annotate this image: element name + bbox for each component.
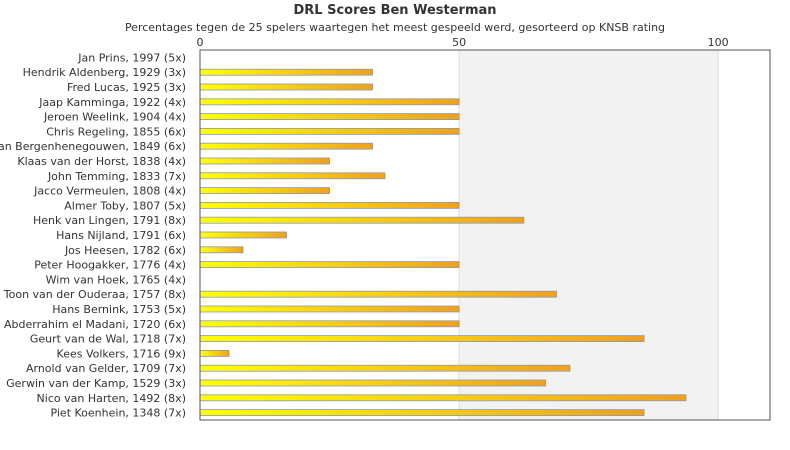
plot-band [459,50,719,420]
bar [199,335,645,343]
bar [199,290,557,298]
bar [199,68,373,76]
x-tick-label: 50 [452,36,466,49]
bar [199,394,687,402]
category-label: Piet Koenhein, 1348 (7x) [50,407,186,420]
category-label: Kees Volkers, 1716 (9x) [57,347,186,360]
bar [199,98,460,106]
chart-title: DRL Scores Ben Westerman [293,3,497,18]
bar [199,83,373,91]
bar [199,231,287,239]
category-label: Nico van Harten, 1492 (8x) [37,392,186,405]
category-label: Jan Prins, 1997 (5x) [77,51,186,64]
category-label: Hans Bernink, 1753 (5x) [52,303,186,316]
bar [199,187,330,195]
bar [199,320,460,328]
bar [199,379,547,387]
category-label: Hendrik Aldenberg, 1929 (3x) [23,66,186,79]
category-label: Geurt van de Wal, 1718 (7x) [30,333,186,346]
bar [199,127,460,135]
category-label: Abderrahim el Madani, 1720 (6x) [4,318,186,331]
bar [199,409,645,417]
category-label: Jacco Vermeulen, 1808 (4x) [33,185,186,198]
x-tick-label: 0 [197,36,204,49]
category-label: van Bergenhenegouwen, 1849 (6x) [0,140,186,153]
bar [199,364,571,372]
category-label: John Temming, 1833 (7x) [47,170,186,183]
category-label: Almer Toby, 1807 (5x) [64,199,186,212]
category-label: Peter Hoogakker, 1776 (4x) [34,259,186,272]
category-label: Chris Regeling, 1855 (6x) [46,125,186,138]
bar [199,261,460,269]
category-label: Toon van der Ouderaa, 1757 (8x) [3,288,186,301]
category-label: Jaap Kamminga, 1922 (4x) [38,96,186,109]
plot-frame [199,49,771,421]
bar [199,142,373,150]
bar [199,305,460,313]
chart-subtitle: Percentages tegen de 25 spelers waartege… [124,21,666,34]
bar [199,349,230,357]
category-label: Hans Nijland, 1791 (6x) [56,229,186,242]
bar [199,201,460,209]
category-label: Jeroen Weelink, 1904 (4x) [43,111,186,124]
category-label: Gerwin van der Kamp, 1529 (3x) [6,377,186,390]
category-label: Klaas van der Horst, 1838 (4x) [17,155,186,168]
bar [199,246,244,254]
bar [199,157,330,165]
x-tick-label: 100 [708,36,729,49]
category-label: Jos Heesen, 1782 (6x) [64,244,186,257]
category-label: Arnold van Gelder, 1709 (7x) [26,362,186,375]
bar [199,216,525,224]
category-label: Henk van Lingen, 1791 (8x) [33,214,186,227]
category-label: Fred Lucas, 1925 (3x) [67,81,186,94]
plot-band [718,50,770,420]
bar [199,172,386,180]
bar [199,113,460,120]
category-label: Wim van Hoek, 1765 (4x) [46,273,186,286]
